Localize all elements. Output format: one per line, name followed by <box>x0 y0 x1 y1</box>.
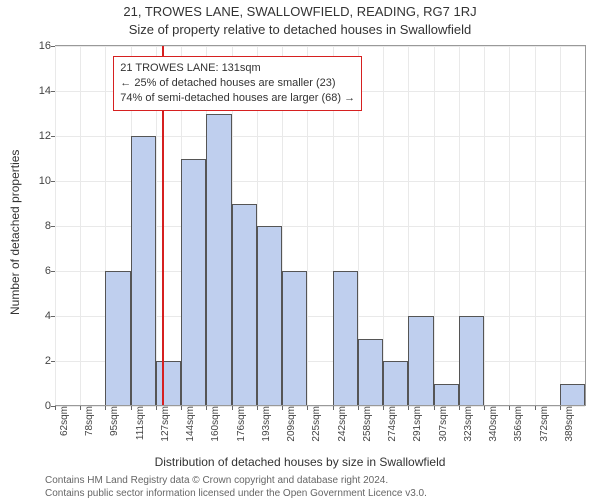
x-tick-label: 111sqm <box>133 406 146 440</box>
chart-supertitle: 21, TROWES LANE, SWALLOWFIELD, READING, … <box>0 4 600 19</box>
x-tick-label: 258sqm <box>360 406 373 442</box>
x-tick-label: 307sqm <box>436 406 449 442</box>
x-tick-mark <box>560 406 561 410</box>
x-tick-label: 209sqm <box>284 406 297 442</box>
x-tick-mark <box>105 406 106 410</box>
x-tick-label: 78sqm <box>82 406 95 436</box>
histogram-bar <box>105 271 130 406</box>
info-line: ← 25% of detached houses are smaller (23… <box>120 76 355 91</box>
x-tick-mark <box>232 406 233 410</box>
x-tick-mark <box>282 406 283 410</box>
histogram-bar <box>333 271 358 406</box>
info-line: 21 TROWES LANE: 131sqm <box>120 61 355 76</box>
x-tick-mark <box>358 406 359 410</box>
x-tick-mark <box>434 406 435 410</box>
x-tick-mark <box>55 406 56 410</box>
gridline-v <box>560 46 561 406</box>
y-axis-label: Number of detached properties <box>8 150 22 315</box>
x-tick-label: 160sqm <box>208 406 221 442</box>
histogram-bar <box>383 361 408 406</box>
gridline-v <box>80 46 81 406</box>
histogram-bar <box>459 316 484 406</box>
gridline-v <box>535 46 536 406</box>
x-tick-mark <box>509 406 510 410</box>
histogram-bar <box>434 384 459 407</box>
x-tick-mark <box>80 406 81 410</box>
x-tick-label: 176sqm <box>234 406 247 442</box>
x-tick-label: 242sqm <box>335 406 348 442</box>
gridline-h <box>55 46 585 47</box>
x-tick-label: 144sqm <box>183 406 196 442</box>
attribution-line: Contains public sector information licen… <box>45 487 427 500</box>
info-box: 21 TROWES LANE: 131sqm← 25% of detached … <box>113 56 362 111</box>
x-tick-label: 127sqm <box>158 406 171 442</box>
x-tick-mark <box>156 406 157 410</box>
x-tick-mark <box>535 406 536 410</box>
histogram-bar <box>131 136 156 406</box>
x-tick-mark <box>307 406 308 410</box>
x-tick-mark <box>383 406 384 410</box>
histogram-bar <box>408 316 433 406</box>
gridline-v <box>484 46 485 406</box>
gridline-v <box>55 46 56 406</box>
x-axis-label: Distribution of detached houses by size … <box>0 455 600 469</box>
x-tick-label: 389sqm <box>562 406 575 442</box>
info-line: 74% of semi-detached houses are larger (… <box>120 91 355 106</box>
histogram-bar <box>282 271 307 406</box>
histogram-bar <box>206 114 231 407</box>
x-tick-mark <box>131 406 132 410</box>
x-tick-label: 274sqm <box>385 406 398 442</box>
histogram-bar <box>232 204 257 407</box>
x-tick-mark <box>484 406 485 410</box>
x-tick-mark <box>206 406 207 410</box>
attribution-text: Contains HM Land Registry data © Crown c… <box>45 474 427 500</box>
x-tick-label: 193sqm <box>259 406 272 442</box>
histogram-bar <box>560 384 585 407</box>
x-tick-label: 62sqm <box>57 406 70 436</box>
x-tick-mark <box>257 406 258 410</box>
histogram-bar <box>181 159 206 407</box>
chart-plot-area: 024681012141662sqm78sqm95sqm111sqm127sqm… <box>55 45 586 406</box>
x-tick-label: 95sqm <box>107 406 120 436</box>
x-tick-label: 291sqm <box>410 406 423 442</box>
x-tick-label: 340sqm <box>486 406 499 442</box>
x-tick-label: 356sqm <box>511 406 524 442</box>
x-tick-label: 225sqm <box>309 406 322 442</box>
x-tick-mark <box>459 406 460 410</box>
gridline-v <box>434 46 435 406</box>
gridline-v <box>509 46 510 406</box>
x-tick-label: 323sqm <box>461 406 474 442</box>
x-tick-mark <box>333 406 334 410</box>
x-tick-mark <box>408 406 409 410</box>
histogram-bar <box>156 361 181 406</box>
x-tick-mark <box>181 406 182 410</box>
histogram-bar <box>257 226 282 406</box>
chart-title: Size of property relative to detached ho… <box>0 22 600 37</box>
histogram-bar <box>358 339 383 407</box>
gridline-v <box>383 46 384 406</box>
x-tick-label: 372sqm <box>537 406 550 442</box>
attribution-line: Contains HM Land Registry data © Crown c… <box>45 474 427 487</box>
